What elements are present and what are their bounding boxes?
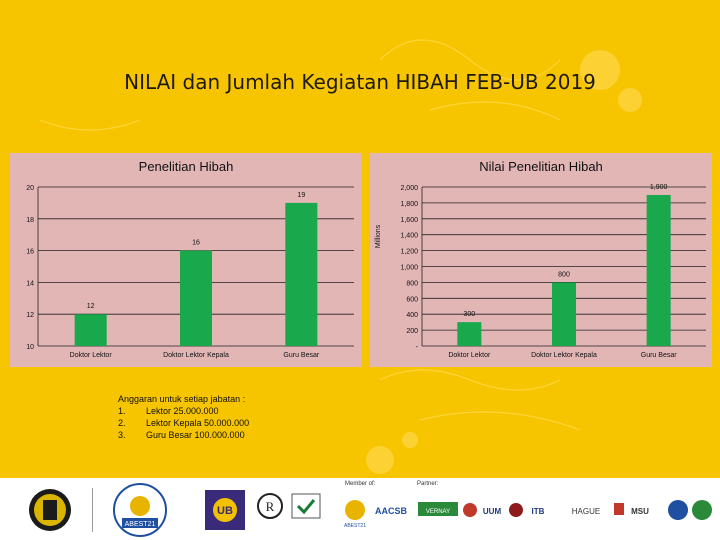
chart-title: Nilai Penelitian Hibah [479,159,603,174]
member-of-label: Member of: [345,481,376,487]
partner-msu-text: MSU [631,507,649,516]
chart-panel-penelitian-hibah: Penelitian Hibah 10 12 14 16 18 20 12 Doktor Le… [10,153,362,367]
data-label: 300 [463,311,475,318]
x-tick-label: Guru Besar [641,352,677,359]
data-label: 19 [297,192,305,199]
y-axis-label: Millions [375,224,382,248]
member-abest-text: ABEST21 [344,523,366,529]
data-label: 1,900 [650,184,668,191]
partner-label: Partner: [417,481,439,487]
bar-chart-nilai-penelitian-hibah: - 200 400 600 800 1,000 1,200 1,400 1,600 1,800 2,… [375,184,706,359]
footer-logo-bar: ABEST21 UB R Member of: Partner: ABEST21… [0,478,720,540]
partner-logos: VERNAY UUM ITB HAGUE MSU [418,500,712,520]
data-label: 16 [192,240,200,247]
bar [285,202,318,346]
note-item-number: 3. [118,430,126,440]
y-tick-label: 1,000 [400,265,418,272]
y-tick-label: 1,800 [400,201,418,208]
note-item: 3. Guru Besar 100.000.000 [118,429,249,441]
y-tick-label: 200 [406,328,418,335]
note-heading: Anggaran untuk setiap jabatan : [118,394,246,404]
bar [457,322,482,346]
ub-logo-text: UB [217,505,233,517]
y-tick-label: 14 [26,280,34,287]
bar [646,194,671,346]
chart-title: Penelitian Hibah [138,159,234,174]
note-item-text: Guru Besar 100.000.000 [146,430,245,440]
y-tick-label: 10 [26,344,34,351]
note-item: 2. Lektor Kepala 50.000.000 [118,417,249,429]
svg-text:R: R [266,499,275,514]
partner-itb-text: ITB [532,507,545,516]
y-tick-label: 1,200 [400,249,418,256]
note-item-text: Lektor 25.000.000 [146,406,219,416]
x-tick-label: Doktor Lektor [448,352,491,359]
note-item-text: Lektor Kepala 50.000.000 [146,418,250,428]
note-item: 1. Lektor 25.000.000 [118,405,249,417]
footer-divider [92,488,93,532]
y-tick-label: 1,400 [400,233,418,240]
bar-chart-penelitian-hibah: 10 12 14 16 18 20 12 Doktor Lektor 16 Doktor Lekt… [26,185,354,359]
university-seal-logo [29,489,71,531]
certification-logos: R [257,493,321,519]
abest21-logo: ABEST21 [113,483,167,537]
x-tick-label: Guru Besar [283,352,319,359]
y-tick-label: 800 [406,280,418,287]
y-tick-label: 1,600 [400,217,418,224]
bar [74,314,107,346]
x-tick-label: Doktor Lektor Kepala [531,352,597,359]
member-logos: ABEST21 AACSB [344,500,408,529]
y-tick-label: 20 [26,185,34,192]
page-title: NILAI dan Jumlah Kegiatan HIBAH FEB-UB 2… [124,70,596,94]
ub-logo: UB [205,490,245,530]
data-label: 800 [558,271,570,278]
bar [552,282,576,346]
note-item-number: 1. [118,406,126,416]
y-tick-label: 18 [26,217,34,224]
y-tick-label: 600 [406,296,418,303]
budget-note: Anggaran untuk setiap jabatan : 1. Lekto… [118,393,249,441]
chart-panel-nilai-penelitian-hibah: Nilai Penelitian Hibah - 200 400 600 800 1,00… [370,153,712,367]
y-tick-label: 12 [26,312,34,319]
partner-uum-text: UUM [483,507,502,516]
x-tick-label: Doktor Lektor Kepala [163,352,229,359]
partner-vernay-text: VERNAY [426,509,450,515]
aacsb-logo-text: AACSB [375,506,408,516]
y-tick-label: 16 [26,249,34,256]
y-tick-label: 2,000 [400,185,418,192]
bar [180,250,212,346]
note-item-number: 2. [118,418,126,428]
y-tick-label: 400 [406,312,418,319]
abest21-logo-text: ABEST21 [125,521,156,528]
y-tick-label: - [416,344,419,351]
partner-hague-text: HAGUE [572,507,600,516]
data-label: 12 [87,303,95,310]
x-tick-label: Doktor Lektor [70,352,113,359]
